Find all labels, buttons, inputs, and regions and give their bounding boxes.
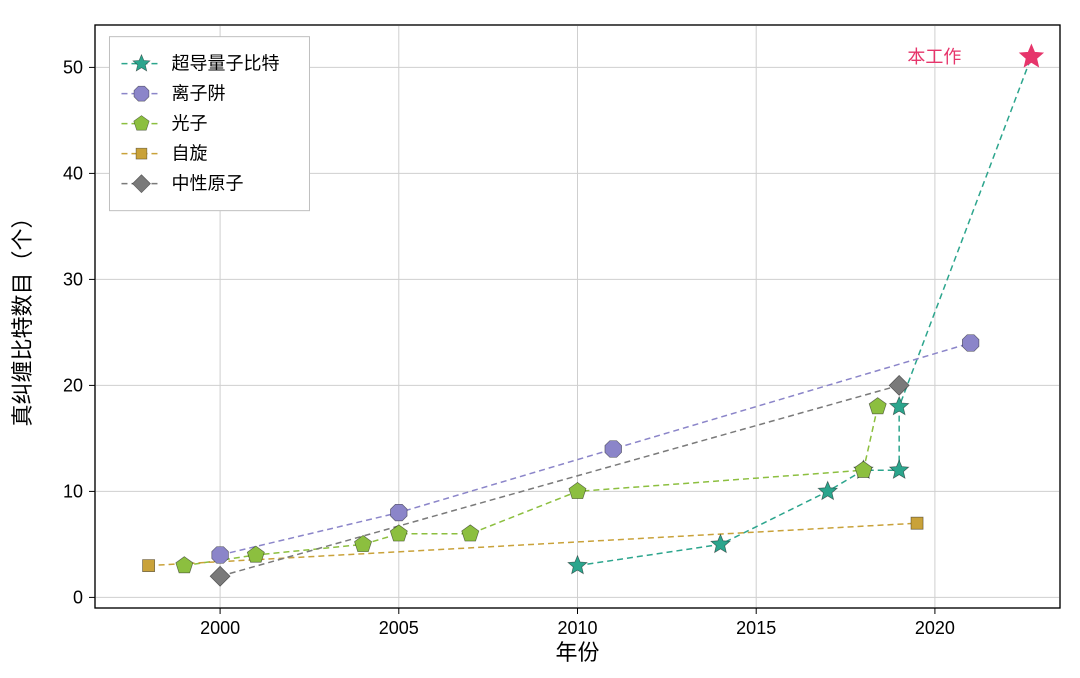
legend-marker [134, 86, 149, 101]
legend-label: 光子 [171, 114, 207, 134]
y-tick-label: 20 [63, 375, 83, 395]
series-marker [212, 547, 229, 564]
chart-container: 2000 2005 2010 2015 2020 0 10 20 30 40 50 年份 真纠缠比特数目… [0, 0, 1080, 678]
y-tick-label: 50 [63, 57, 83, 77]
legend-label: 自旋 [171, 144, 207, 164]
series-marker [390, 504, 407, 521]
legend-label: 中性原子 [171, 174, 243, 194]
y-tick-label: 0 [73, 587, 83, 607]
series-marker [962, 335, 979, 352]
highlight-label: 本工作 [907, 47, 961, 67]
series-marker [143, 560, 155, 572]
y-tick-label: 40 [63, 163, 83, 183]
y-tick-label: 30 [63, 269, 83, 289]
series-marker [605, 441, 622, 458]
legend-label: 超导量子比特 [171, 54, 279, 74]
x-tick-label: 2010 [557, 618, 597, 638]
series-marker [911, 517, 923, 529]
x-tick-label: 2015 [736, 618, 776, 638]
x-axis-label: 年份 [555, 640, 599, 665]
chart-svg: 2000 2005 2010 2015 2020 0 10 20 30 40 50 年份 真纠缠比特数目… [0, 0, 1080, 678]
y-tick-label: 10 [63, 481, 83, 501]
y-axis-label: 真纠缠比特数目（个） [10, 206, 35, 426]
x-tick-label: 2005 [379, 618, 419, 638]
x-tick-label: 2000 [200, 618, 240, 638]
legend-marker [136, 148, 147, 159]
x-tick-label: 2020 [915, 618, 955, 638]
legend-label: 离子阱 [171, 84, 225, 104]
